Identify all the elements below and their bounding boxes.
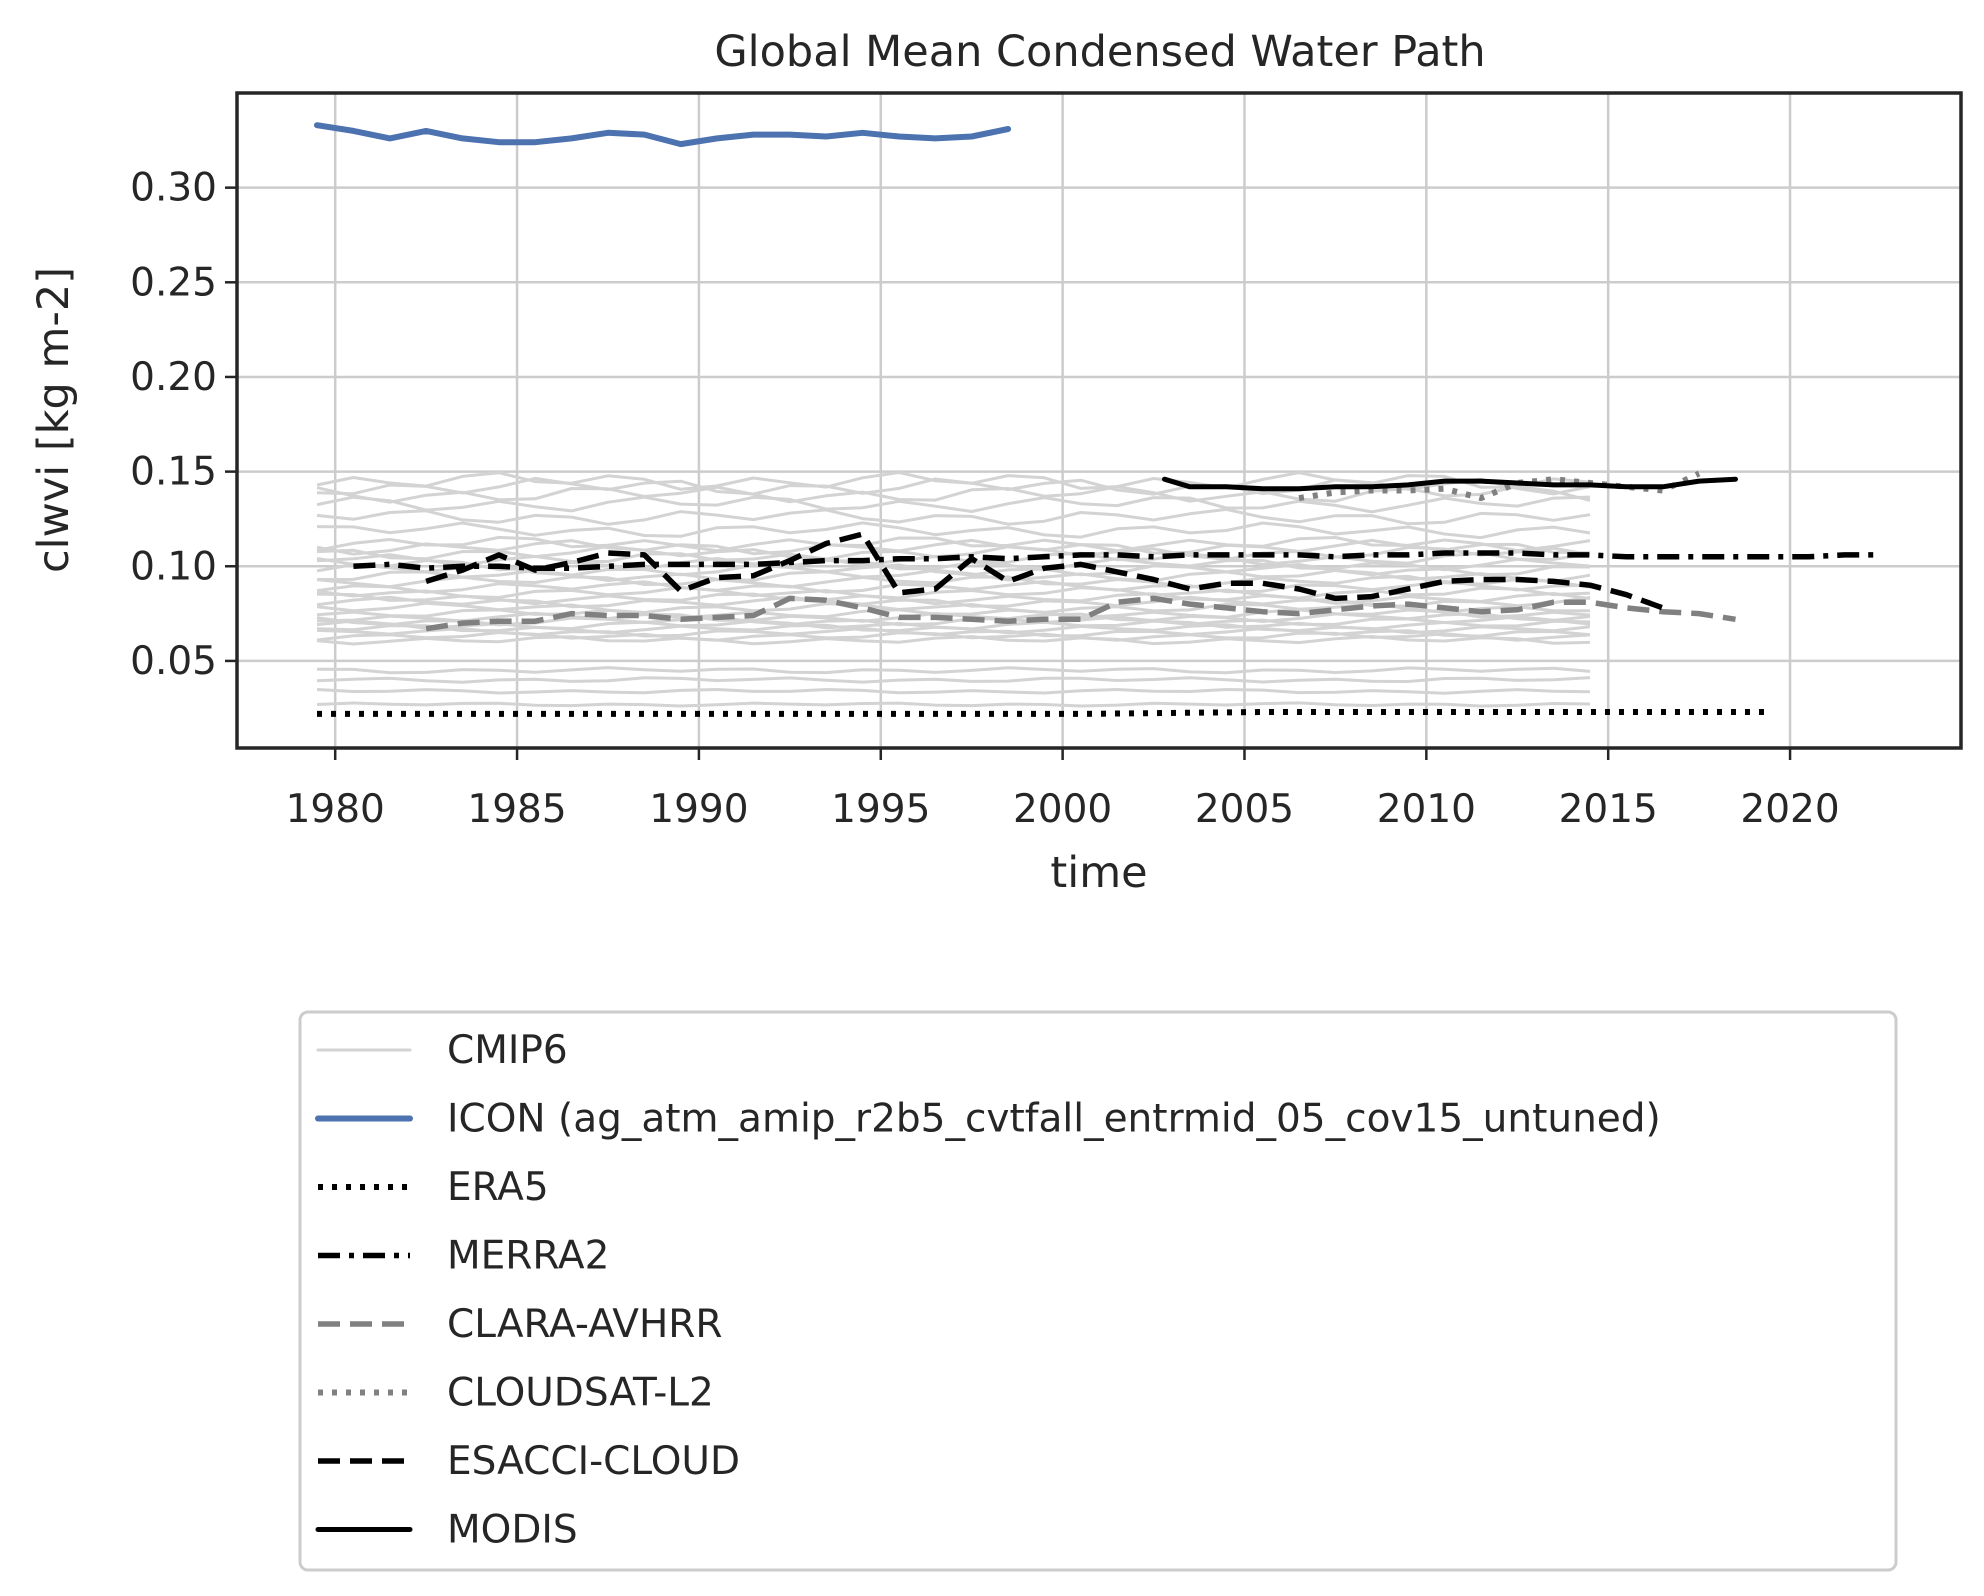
x-tick-label: 2020 bbox=[1740, 787, 1839, 832]
legend-label: MERRA2 bbox=[447, 1234, 609, 1279]
y-axis-label: clwvi [kg m-2] bbox=[29, 267, 79, 573]
legend-label: CMIP6 bbox=[447, 1028, 568, 1073]
y-tick-label: 0.25 bbox=[130, 260, 217, 305]
legend-label: CLOUDSAT-L2 bbox=[447, 1371, 714, 1416]
y-tick-label: 0.10 bbox=[130, 544, 217, 589]
cmip6-line bbox=[316, 666, 1591, 675]
series-line-0 bbox=[314, 122, 1012, 148]
legend-label: CLARA-AVHRR bbox=[447, 1302, 722, 1347]
cmip6-line bbox=[316, 563, 1591, 577]
y-axis-ticks: 0.05 0.10 0.15 0.20 0.25 0.30 bbox=[130, 166, 237, 684]
x-tick-label: 1990 bbox=[649, 787, 748, 832]
legend-label: MODIS bbox=[447, 1508, 578, 1553]
grid bbox=[237, 93, 1961, 748]
x-tick-label: 1995 bbox=[831, 787, 930, 832]
legend-label: ERA5 bbox=[447, 1165, 549, 1210]
cmip6-line bbox=[316, 619, 1591, 631]
y-tick-label: 0.20 bbox=[130, 355, 217, 400]
cmip6-line bbox=[316, 585, 1591, 600]
x-axis-label: time bbox=[1050, 848, 1147, 898]
cmip6-line bbox=[316, 485, 1591, 504]
cmip6-line bbox=[316, 579, 1591, 594]
x-tick-label: 1985 bbox=[467, 787, 566, 832]
x-tick-label: 2010 bbox=[1377, 787, 1476, 832]
plot-frame bbox=[235, 91, 1963, 750]
cmip6-line bbox=[316, 701, 1591, 708]
x-tick-label: 2000 bbox=[1013, 787, 1112, 832]
cmip6-line bbox=[316, 688, 1591, 695]
chart-title: Global Mean Condensed Water Path bbox=[714, 27, 1485, 77]
cmip6-line bbox=[316, 592, 1591, 606]
cmip6-line bbox=[316, 626, 1591, 638]
x-tick-label: 1980 bbox=[286, 787, 385, 832]
legend-box bbox=[298, 1010, 1898, 1572]
y-tick-label: 0.05 bbox=[130, 639, 217, 684]
legend: CMIP6 ICON (ag_atm_amip_r2b5_cvtfall_entr… bbox=[298, 1010, 1898, 1572]
series-line-6 bbox=[1162, 476, 1738, 492]
series-line-1 bbox=[317, 709, 1772, 717]
series-lines bbox=[314, 122, 1881, 717]
series-line-2 bbox=[353, 550, 1881, 571]
cmip6-line bbox=[316, 608, 1591, 620]
cmip6-line bbox=[316, 574, 1591, 589]
x-tick-label: 2015 bbox=[1559, 787, 1658, 832]
series-line-3 bbox=[425, 595, 1736, 632]
cmip6-line bbox=[316, 676, 1591, 684]
y-tick-label: 0.15 bbox=[130, 450, 217, 495]
cmip6-line bbox=[316, 535, 1591, 553]
y-tick-label: 0.30 bbox=[130, 166, 217, 211]
legend-label: ICON (ag_atm_amip_r2b5_cvtfall_entrmid_0… bbox=[447, 1097, 1661, 1142]
cmip6-line bbox=[316, 471, 1591, 491]
legend-label: ESACCI-CLOUD bbox=[447, 1439, 740, 1484]
x-tick-label: 2005 bbox=[1195, 787, 1294, 832]
cmip6-line bbox=[316, 495, 1591, 514]
cmip6-line bbox=[316, 521, 1591, 540]
cmip6-line bbox=[316, 507, 1591, 526]
series-line-5 bbox=[425, 531, 1664, 611]
x-axis-ticks: 1980 1985 1990 1995 2000 2005 2010 2015 2020 bbox=[286, 748, 1840, 832]
